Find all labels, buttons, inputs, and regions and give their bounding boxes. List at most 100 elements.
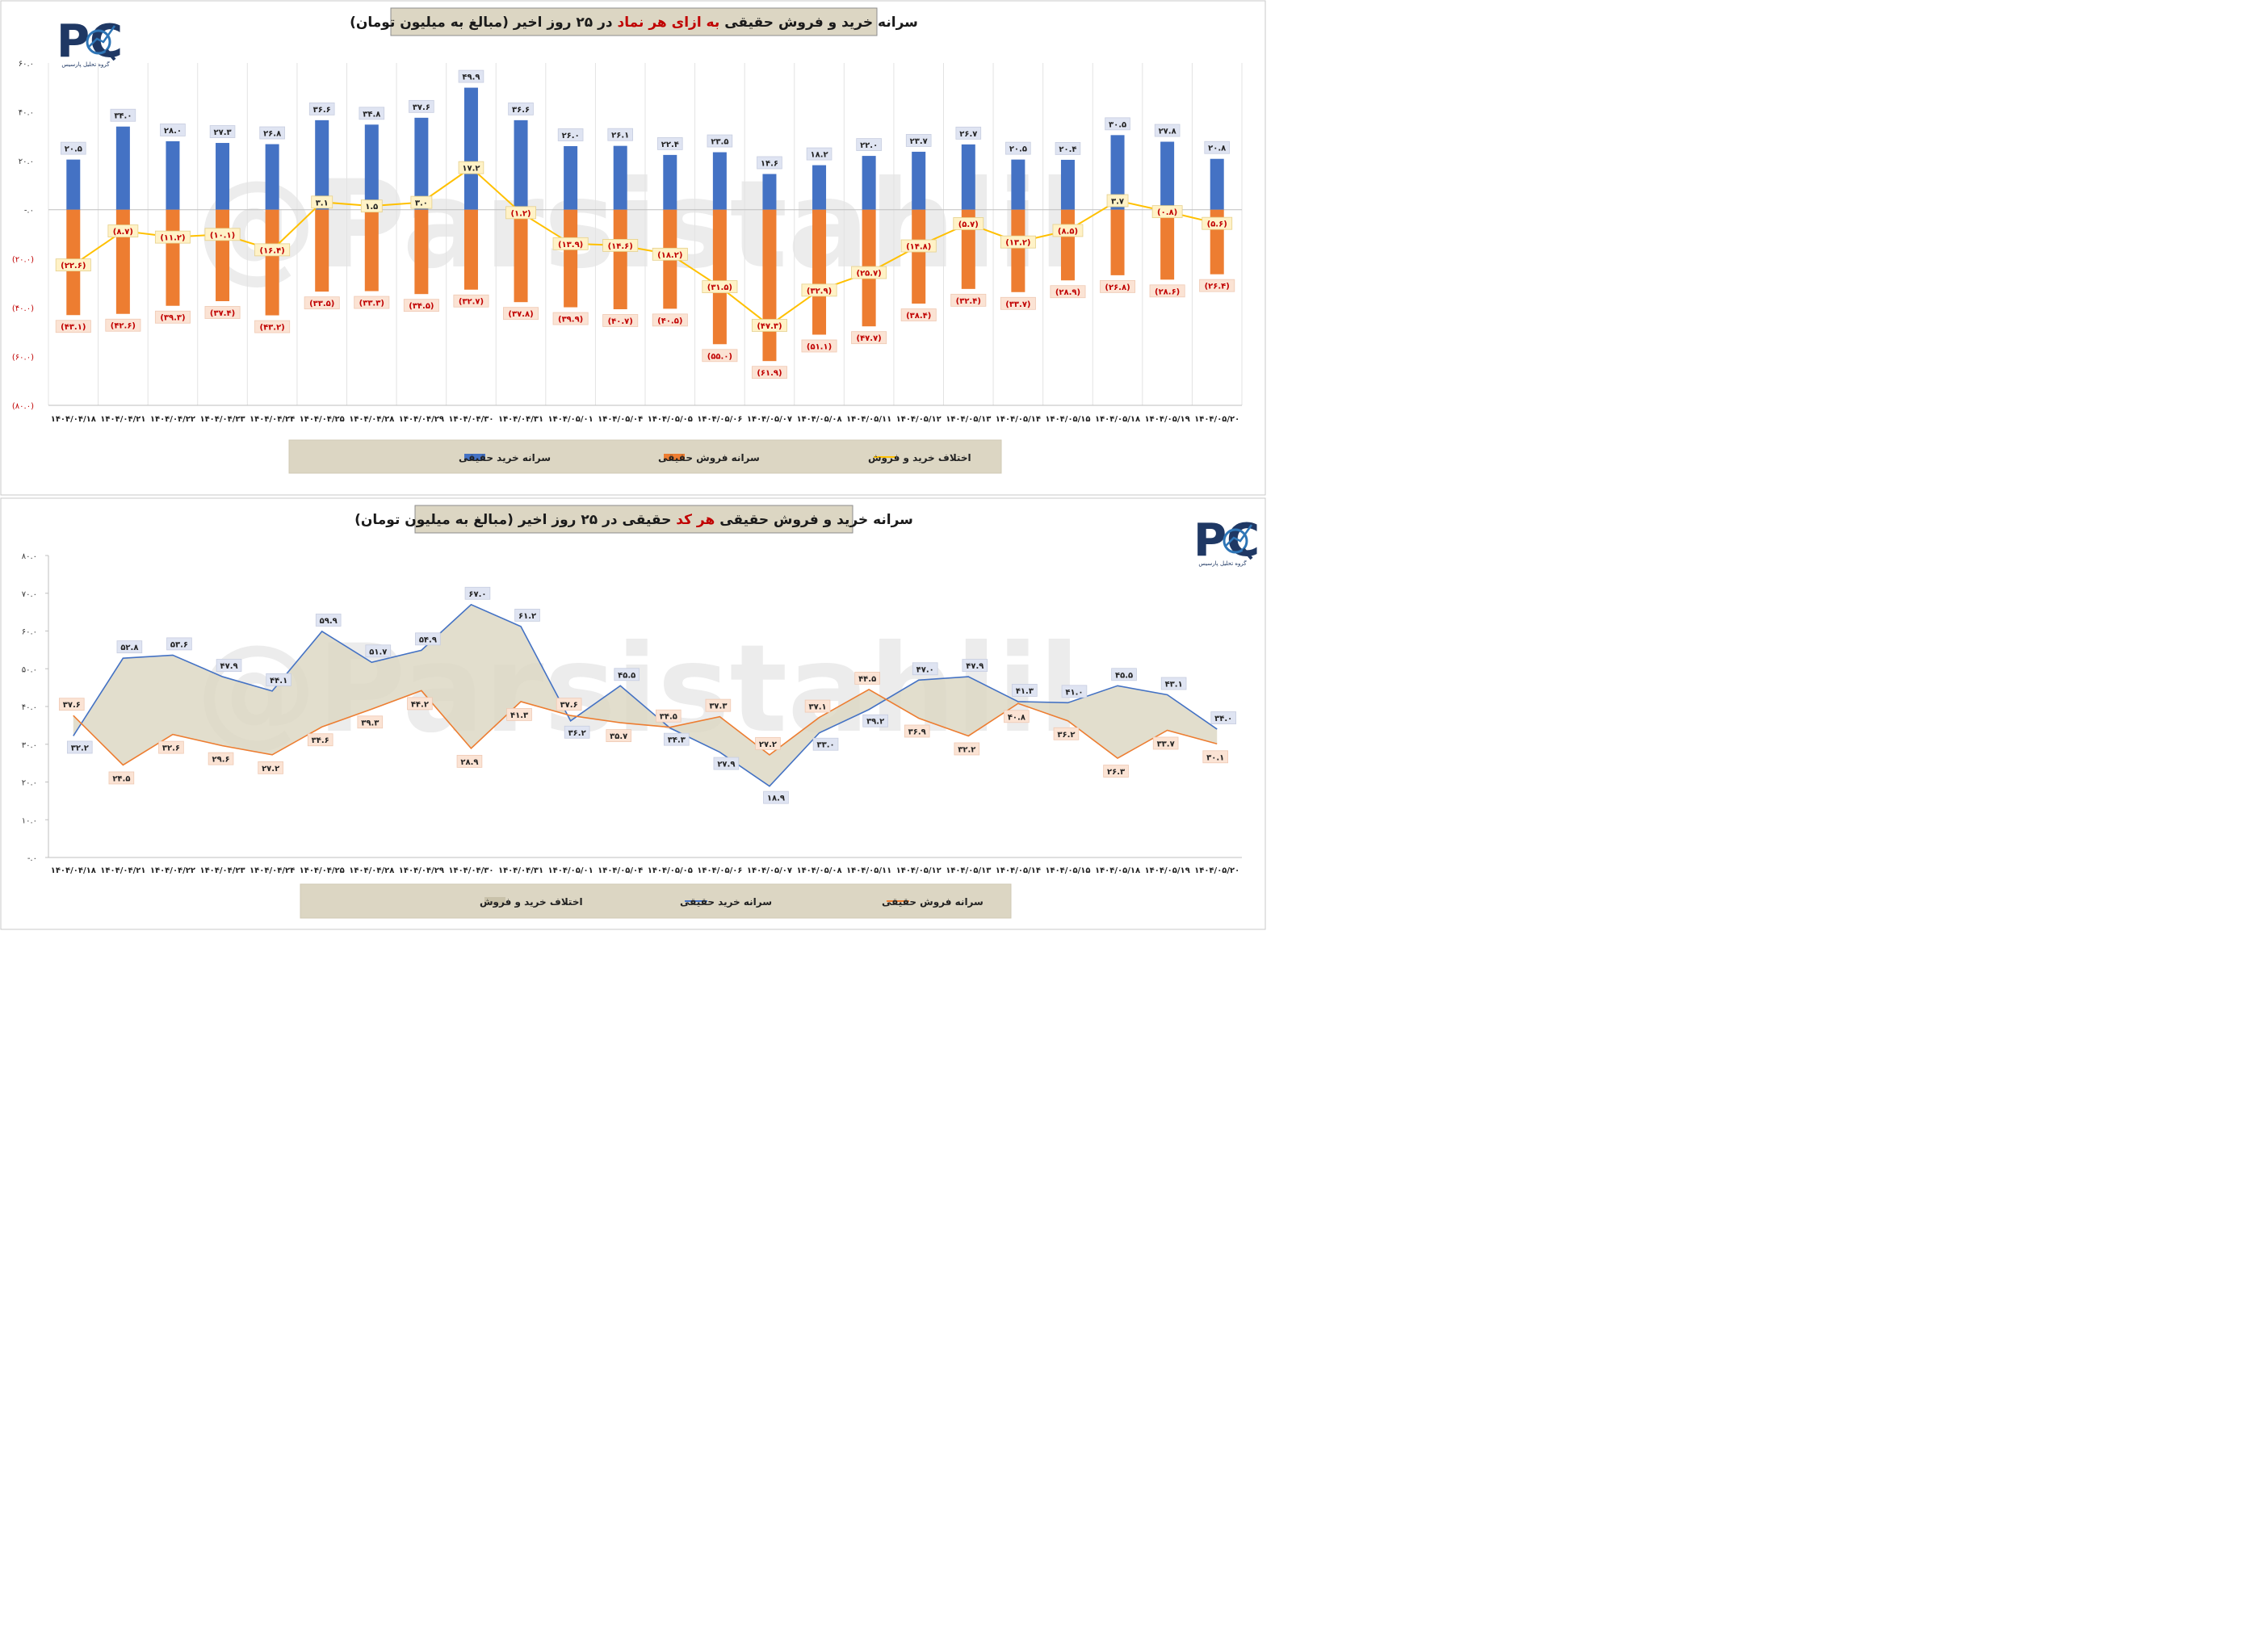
x-tick-label: ۱۴۰۴/۰۵/۱۴ — [996, 415, 1041, 424]
x-tick-label: ۱۴۰۴/۰۵/۱۳ — [946, 866, 991, 875]
sell-data-label-box — [854, 672, 880, 685]
x-tick-label: ۱۴۰۴/۰۴/۲۱ — [100, 415, 145, 424]
sell-data-label: ۴۴.۲ — [411, 700, 429, 709]
buy-data-label-box — [1154, 124, 1181, 137]
y-tick-label: ۴۰.۰ — [22, 703, 37, 712]
buy-data-label-box — [856, 138, 882, 151]
buy-data-label-box — [166, 637, 192, 651]
buy-data-label-box — [458, 69, 484, 83]
x-tick-label: ۱۴۰۴/۰۵/۰۶ — [697, 415, 742, 424]
buy-data-label-box — [315, 614, 342, 627]
logo-subtitle-top: گروه تحلیل پارسیس — [61, 61, 110, 68]
buy-data-label: ۵۲.۸ — [120, 644, 138, 652]
buy-data-label: ۴۳.۱ — [1165, 681, 1183, 690]
y-tick-label: (۲۰.۰) — [12, 255, 34, 264]
y-tick-label: -.۰ — [27, 854, 37, 863]
x-tick-label: ۱۴۰۴/۰۵/۰۸ — [796, 415, 841, 424]
buy-data-label: ۴۴.۱ — [270, 677, 287, 686]
buy-data-label: ۲۷.۳ — [213, 128, 231, 137]
buy-bar — [1011, 159, 1025, 210]
x-tick-label: ۱۴۰۴/۰۵/۰۶ — [697, 866, 742, 875]
sell-data-label-box — [453, 294, 489, 308]
buy-bar — [265, 144, 279, 210]
sell-bar — [514, 209, 528, 303]
buy-data-label: ۳۹.۲ — [866, 718, 884, 727]
diff-data-label-box — [1202, 216, 1233, 230]
magnifier-icon — [1223, 528, 1248, 554]
magnifier-icon — [86, 29, 111, 55]
buy-data-label-box — [1055, 142, 1081, 155]
x-tick-label: ۱۴۰۴/۰۵/۱۱ — [846, 866, 891, 875]
legend-area-swatch — [484, 897, 505, 905]
buy-line — [73, 603, 1218, 787]
trend-arrow-icon — [1225, 524, 1253, 547]
x-tick-label: ۱۴۰۴/۰۵/۰۵ — [648, 866, 693, 875]
x-tick-label: ۱۴۰۴/۰۵/۱۵ — [1045, 866, 1090, 875]
sell-data-label: (۲۶.۸) — [1105, 283, 1130, 292]
diff-data-label-box — [900, 239, 937, 253]
sell-data-label-box — [702, 349, 738, 363]
sell-data-label-box — [954, 742, 980, 756]
buy-bar — [514, 119, 528, 210]
sell-data-label: (۴۳.۱) — [61, 323, 86, 332]
sell-data-label-box — [705, 698, 732, 712]
sell-data-label: (۲۸.۶) — [1155, 287, 1180, 296]
legend-sell-swatch — [664, 454, 685, 460]
sell-data-label-box — [456, 754, 483, 768]
x-tick-label: ۱۴۰۴/۰۴/۲۵ — [300, 415, 345, 424]
buy-data-label: ۳۶.۲ — [568, 729, 586, 738]
buy-data-label-box — [266, 673, 291, 686]
buy-data-label-box — [1005, 141, 1031, 155]
sell-data-label: (۳۹.۳) — [160, 314, 185, 323]
buy-bar — [862, 156, 876, 210]
sell-data-label: ۴۰.۸ — [1008, 713, 1025, 722]
buy-data-label: ۴۹.۹ — [462, 73, 480, 82]
buy-data-label-box — [806, 147, 833, 161]
buy-bar — [1210, 158, 1224, 210]
buy-data-label: ۵۹.۹ — [320, 617, 338, 626]
legend-area-label: اختلاف خرید و فروش — [480, 896, 583, 908]
diff-data-label: (۸.۵) — [1058, 227, 1078, 236]
buy-data-label: ۳۶.۶ — [512, 106, 530, 115]
sell-line — [73, 689, 1218, 766]
sell-data-label-box — [606, 729, 632, 743]
sell-data-label-box — [804, 699, 831, 713]
sell-data-label-box — [556, 698, 582, 711]
buy-data-label: ۳۳.۰ — [816, 741, 834, 750]
sell-data-label: ۳۷.۶ — [560, 701, 578, 710]
buy-data-label: ۲۷.۹ — [717, 761, 735, 769]
sell-bar — [265, 209, 279, 316]
y-tick-label: ۱۰.۰ — [22, 816, 37, 825]
diff-data-label-box — [410, 195, 433, 209]
buy-bar — [712, 152, 727, 210]
sell-data-label-box — [208, 752, 234, 765]
sell-data-label: (۳۷.۸) — [508, 310, 533, 319]
buy-data-label: ۲۰.۵ — [65, 145, 82, 154]
legend-sell-label: سرانه فروش حقیقی — [658, 452, 760, 464]
diff-data-label-box — [311, 195, 333, 209]
sell-data-label-box — [354, 296, 390, 309]
x-tick-label: ۱۴۰۴/۰۴/۲۴ — [250, 866, 295, 875]
buy-data-label: ۶۱.۲ — [518, 612, 536, 621]
sell-data-label-box — [552, 312, 589, 325]
x-tick-label: ۱۴۰۴/۰۴/۲۳ — [199, 866, 245, 875]
sell-data-label: (۳۸.۴) — [906, 312, 931, 321]
x-tick-label: ۱۴۰۴/۰۵/۰۷ — [747, 866, 792, 875]
buy-data-label-box — [1204, 140, 1231, 154]
sell-data-label: ۲۸.۹ — [460, 758, 478, 767]
top-title-highlight: به ازای هر نماد — [618, 15, 720, 31]
diff-data-label-box — [552, 237, 589, 250]
sell-data-label: ۳۷.۱ — [808, 703, 826, 712]
buy-data-label: ۵۳.۶ — [170, 640, 188, 649]
x-tick-label: ۱۴۰۴/۰۴/۲۹ — [399, 415, 444, 424]
y-tick-label: ۶۰.۰ — [19, 60, 34, 69]
buy-data-label: ۳۰.۵ — [1109, 120, 1126, 129]
diff-data-label-box — [1106, 194, 1129, 208]
sell-data-label-box — [55, 320, 91, 333]
buy-data-label: ۳۲.۲ — [71, 744, 89, 753]
y-tick-label: ۲۰.۰ — [19, 157, 34, 166]
bottom-legend: اختلاف خرید و فروش سرانه خرید حقیقی سران… — [300, 883, 1012, 919]
sell-data-label-box — [655, 709, 682, 723]
sell-data-label: (۳۷.۴) — [210, 309, 235, 318]
sell-data-label-box — [1103, 765, 1129, 778]
